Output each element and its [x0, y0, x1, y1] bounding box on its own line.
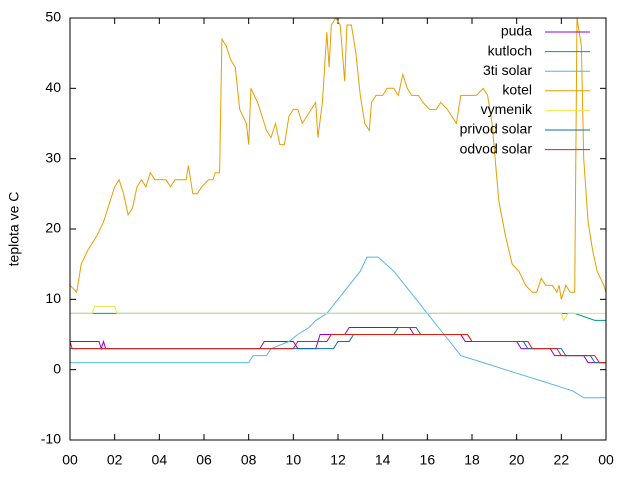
y-tick-label: 20 [45, 220, 61, 236]
x-tick-label: 22 [554, 452, 570, 468]
series-line [70, 256, 606, 399]
y-tick-label: 0 [53, 360, 61, 376]
x-tick-label: 12 [330, 452, 346, 468]
x-tick-label: 20 [509, 452, 525, 468]
x-tick-label: 18 [464, 452, 480, 468]
x-tick-label: 00 [598, 452, 614, 468]
legend-label: privod solar [460, 121, 533, 137]
x-tick-label: 10 [286, 452, 302, 468]
series-line [69, 17, 607, 300]
legend-label: odvod solar [460, 140, 533, 156]
x-tick-label: 00 [62, 452, 78, 468]
legend-label: puda [501, 23, 532, 39]
y-tick-label: 40 [45, 79, 61, 95]
x-tick-label: 04 [152, 452, 168, 468]
x-tick-label: 06 [196, 452, 212, 468]
y-tick-label: 10 [45, 290, 61, 306]
legend-label: kutloch [488, 42, 532, 58]
x-tick-label: 16 [420, 452, 436, 468]
y-tick-label: -10 [41, 431, 61, 447]
legend-label: vymenik [481, 101, 533, 117]
x-tick-label: 02 [107, 452, 123, 468]
y-tick-label: 30 [45, 149, 61, 165]
plot-frame [69, 17, 607, 441]
x-tick-label: 14 [375, 452, 391, 468]
y-axis-label: teplota ve C [6, 192, 22, 267]
series-line [70, 327, 606, 364]
y-tick-label: 50 [45, 9, 61, 25]
legend-label: 3ti solar [483, 62, 532, 78]
series-line [70, 305, 606, 322]
legend-label: kotel [502, 82, 532, 98]
series-line [69, 334, 606, 364]
x-tick-label: 08 [241, 452, 257, 468]
